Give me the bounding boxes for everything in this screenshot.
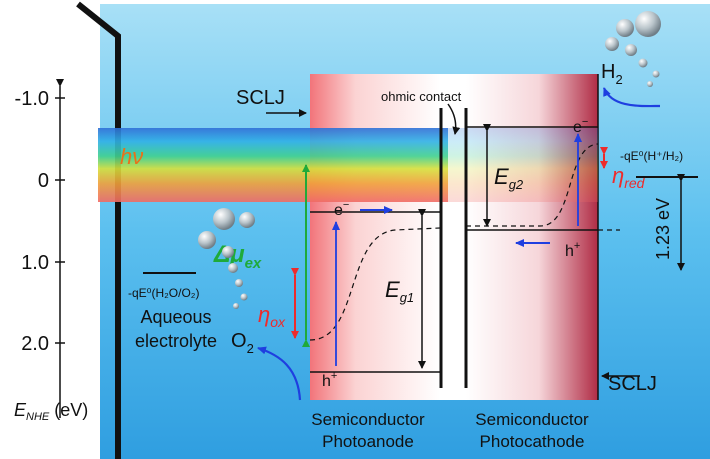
- anode-fermi-level: [309, 227, 441, 341]
- photoanode-label-line1: Semiconductor: [311, 410, 425, 429]
- light-beam: [98, 128, 448, 202]
- sclj-top-label: SCLJ: [236, 87, 285, 109]
- tick-label: 2.0: [21, 333, 49, 355]
- sclj-bottom-label: SCLJ: [608, 373, 657, 395]
- hydrogen-bubbles: [605, 11, 661, 87]
- junction-gap: [440, 74, 466, 400]
- electrolyte-label-line2: electrolyte: [135, 331, 217, 351]
- eta-red-label: ηred: [612, 163, 646, 191]
- eta-ox-label: ηox: [258, 302, 286, 330]
- tick-label: 1.0: [21, 252, 49, 274]
- photoanode-label-line2: Photoanode: [322, 432, 414, 451]
- voltage-label: 1.23 eV: [653, 198, 673, 260]
- photocathode-label-line2: Photocathode: [480, 432, 585, 451]
- cathode-hole-label: h+: [565, 240, 580, 260]
- photoanode-block: [310, 74, 440, 400]
- eg2-label: Eg2: [494, 164, 524, 192]
- photocathode-label-line1: Semiconductor: [475, 410, 589, 429]
- eg1-label: Eg1: [385, 277, 414, 305]
- energy-axis: -1.0 0 1.0 2.0 ENHE (eV): [14, 79, 88, 423]
- ohmic-contact-label: ohmic contact: [381, 89, 462, 104]
- cathode-electron-label: e−: [573, 116, 588, 136]
- electrolyte-label-line1: Aqueous: [140, 307, 211, 327]
- light-beam-faded: [448, 128, 598, 202]
- container-wall: [76, 1, 121, 459]
- hv-label: hν: [120, 144, 143, 169]
- o2-label: O2: [231, 330, 254, 356]
- anode-hole-label: h+: [322, 370, 337, 390]
- tick-label: 0: [38, 170, 49, 192]
- red-potential-label: -qE⁰(H⁺/H₂): [620, 149, 683, 163]
- axis-title: ENHE (eV): [14, 400, 88, 423]
- h2-label: H2: [601, 61, 623, 87]
- anode-electron-label: e−: [334, 199, 349, 219]
- tick-label: -1.0: [15, 88, 49, 110]
- oxygen-bubbles: [198, 208, 255, 309]
- ox-potential-label: -qE⁰(H₂O/O₂): [128, 286, 199, 300]
